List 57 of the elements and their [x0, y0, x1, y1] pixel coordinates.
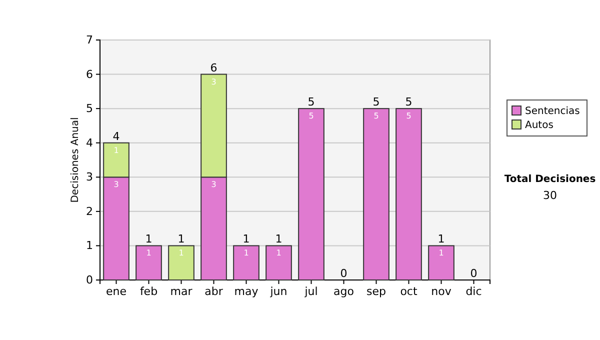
data-label: 5 — [406, 112, 412, 121]
x-tick-label: oct — [400, 284, 418, 298]
x-tick-label: abr — [204, 284, 224, 298]
y-tick-label: 6 — [86, 68, 93, 81]
total-label: 1 — [242, 232, 250, 246]
x-tick-label: ago — [334, 284, 354, 298]
bar — [168, 245, 194, 280]
y-axis-title: Decisiones Anual — [70, 117, 81, 203]
data-label: 5 — [308, 112, 314, 121]
data-label: 1 — [244, 248, 249, 258]
total-label: 1 — [178, 232, 185, 246]
data-label: 1 — [178, 248, 184, 258]
x-tick-label: dic — [466, 284, 482, 298]
y-tick-label: 7 — [86, 34, 93, 47]
x-tick-label: may — [234, 284, 259, 298]
x-tick-label: nov — [431, 284, 452, 298]
data-label: 1 — [114, 146, 119, 155]
data-label: 3 — [211, 180, 216, 190]
legend-label: Sentencias — [525, 106, 580, 117]
x-tick-label: feb — [140, 284, 158, 298]
x-tick-label: mar — [170, 284, 193, 298]
text: 30 — [543, 189, 557, 202]
total-label: 5 — [405, 96, 412, 109]
total-label: 5 — [308, 96, 315, 109]
y-tick-label: 5 — [86, 102, 93, 116]
total-label: 0 — [470, 267, 478, 280]
y-tick-label: 3 — [86, 170, 93, 184]
data-label: 1 — [146, 248, 152, 258]
bar — [233, 245, 260, 280]
text: Total Decisiones — [504, 174, 596, 185]
total-label: 0 — [340, 267, 348, 280]
legend-label: Autos — [525, 120, 554, 131]
data-label: 3 — [114, 180, 119, 190]
bar — [363, 108, 390, 280]
x-tick-label: jun — [269, 284, 288, 298]
x-tick-label: sep — [366, 284, 386, 298]
data-label: 5 — [374, 112, 379, 121]
data-label: 3 — [211, 77, 216, 86]
total-label: 5 — [372, 96, 380, 109]
data-label: 1 — [438, 248, 444, 258]
y-tick-label: 2 — [86, 204, 93, 218]
data-label: 1 — [276, 248, 282, 258]
x-tick-label: ene — [106, 284, 127, 298]
bar — [136, 245, 162, 280]
y-tick-label: 0 — [86, 274, 93, 287]
total-label: 6 — [210, 61, 218, 74]
y-tick-label: 4 — [86, 136, 93, 150]
bar — [298, 108, 324, 280]
total-label: 4 — [112, 130, 120, 143]
total-label: 1 — [438, 232, 445, 246]
bar — [396, 108, 422, 280]
x-tick-label: jul — [304, 284, 318, 298]
bar — [428, 245, 454, 280]
bar — [266, 245, 292, 280]
total-label: 1 — [275, 232, 282, 246]
total-label: 1 — [145, 232, 152, 246]
y-tick-label: 1 — [86, 239, 93, 252]
